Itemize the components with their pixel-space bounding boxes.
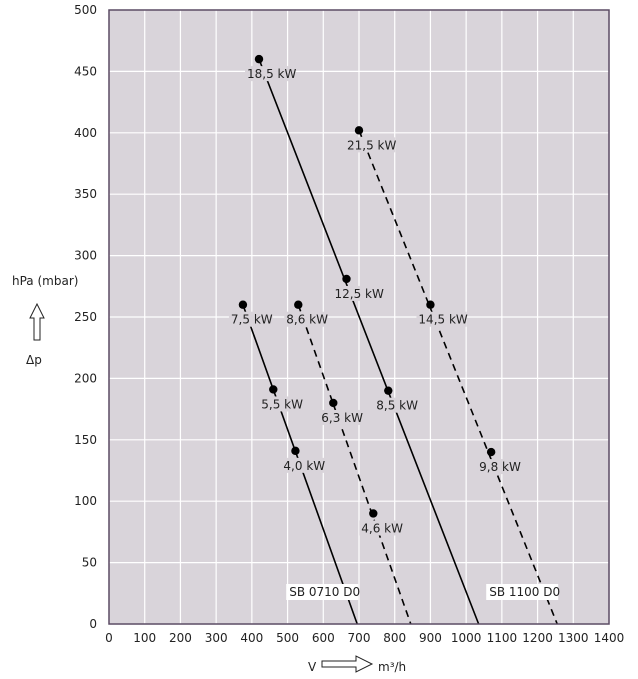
data-point (269, 385, 278, 394)
x-tick-label: 100 (133, 631, 156, 645)
data-point (254, 54, 264, 64)
series-name-bg (286, 584, 359, 600)
point-label: 14,5 kW (416, 311, 468, 327)
y-tick-label: 500 (74, 3, 97, 17)
point-label-text: 21,5 kW (347, 138, 396, 152)
point-label-bg (332, 285, 383, 301)
series-name-label: SB 1100 D0 (486, 584, 560, 600)
point-label-bg (345, 137, 396, 153)
x-tick-label: 1000 (451, 631, 482, 645)
series-line (358, 130, 558, 625)
y-tick-label: 450 (74, 64, 97, 78)
point-label-text: 6,3 kW (321, 411, 363, 425)
series-name-label: SB 0710 D0 (286, 584, 360, 600)
point-label-text: 14,5 kW (418, 313, 467, 327)
point-label: 4,0 kW (281, 457, 326, 473)
x-tick-label: 700 (348, 631, 371, 645)
point-label-text: 5,5 kW (261, 397, 303, 411)
point-label-text: 8,5 kW (376, 399, 418, 413)
x-tick-label: 500 (276, 631, 299, 645)
point-label-bg (319, 409, 363, 425)
point-label: 7,5 kW (228, 311, 273, 327)
series-name-text: SB 1100 D0 (489, 585, 560, 599)
x-axis-unit: m³/h (378, 660, 406, 674)
plot-frame (108, 9, 610, 625)
x-tick-label: 600 (312, 631, 335, 645)
point-label-bg (374, 397, 418, 413)
y-tick-label: 100 (74, 494, 97, 508)
y-tick-label: 250 (74, 310, 97, 324)
point-label-text: 7,5 kW (231, 313, 273, 327)
point-label-bg (416, 311, 467, 327)
point-label: 12,5 kW (332, 285, 384, 301)
x-arrow-icon (321, 655, 374, 673)
point-label: 8,6 kW (284, 311, 328, 327)
point-labels: 7,5 kW 5,5 kW 4,0 kW SB 0710 D0 8,6 kW 6,3 kW… (228, 66, 560, 600)
y-tick-label: 200 (74, 371, 97, 385)
point-label: 8,5 kW (374, 397, 418, 413)
x-tick-label: 1300 (558, 631, 589, 645)
point-label-bg (228, 311, 273, 327)
point-label: 9,8 kW (477, 459, 521, 475)
data-point (369, 509, 378, 518)
point-label-text: 12,5 kW (335, 287, 384, 301)
y-tick-label: 300 (74, 249, 97, 263)
point-label: 21,5 kW (345, 137, 396, 153)
data-point (342, 274, 351, 284)
y-axis-symbol: Δp (26, 353, 42, 367)
point-label-text: 18,5 kW (247, 67, 296, 81)
y-tick-label: 0 (89, 617, 97, 631)
series-line (297, 304, 412, 625)
data-point (354, 126, 364, 135)
series-line (258, 58, 480, 625)
x-tick-label: 1400 (594, 631, 625, 645)
point-label-text: 4,0 kW (283, 459, 325, 473)
series-name-text: SB 0710 D0 (289, 585, 360, 599)
x-tick-label: 300 (205, 631, 228, 645)
x-axis-label: V (308, 660, 317, 674)
point-label-text: 4,6 kW (361, 521, 403, 535)
y-tick-label: 150 (74, 433, 97, 447)
point-label-bg (281, 457, 326, 473)
point-label: 6,3 kW (319, 409, 363, 425)
point-label: 5,5 kW (259, 396, 303, 412)
point-label-bg (245, 66, 296, 82)
point-label-text: 9,8 kW (479, 460, 521, 474)
point-label-bg (359, 520, 403, 536)
x-tick-label: 900 (419, 631, 442, 645)
point-label-bg (477, 459, 521, 475)
point-label-text: 8,6 kW (286, 313, 328, 327)
data-point (329, 398, 338, 408)
point-label-bg (259, 396, 303, 412)
data-point (384, 386, 393, 395)
point-label: 18,5 kW (245, 66, 296, 82)
x-tick-label: 1100 (487, 631, 518, 645)
x-tick-label: 800 (383, 631, 406, 645)
data-point (486, 447, 496, 457)
y-tick-label: 350 (74, 187, 97, 201)
point-label: 4,6 kW (359, 520, 403, 536)
data-point (426, 300, 435, 309)
data-point (294, 300, 303, 309)
tick-labels: 0 100 200 300 400 500 600 700 800 900 1000 1100 1200… (74, 3, 624, 645)
y-arrow-icon (29, 302, 45, 341)
x-tick-label: 0 (105, 631, 113, 645)
x-tick-label: 400 (240, 631, 263, 645)
series-name-bg (486, 584, 559, 600)
x-tick-label: 200 (169, 631, 192, 645)
point-label-bg (284, 311, 328, 327)
y-tick-label: 50 (82, 556, 97, 570)
y-axis-label: hPa (mbar) (12, 274, 78, 288)
data-point (291, 446, 300, 456)
x-tick-label: 1200 (522, 631, 553, 645)
y-tick-label: 400 (74, 126, 97, 140)
data-point (238, 300, 248, 309)
